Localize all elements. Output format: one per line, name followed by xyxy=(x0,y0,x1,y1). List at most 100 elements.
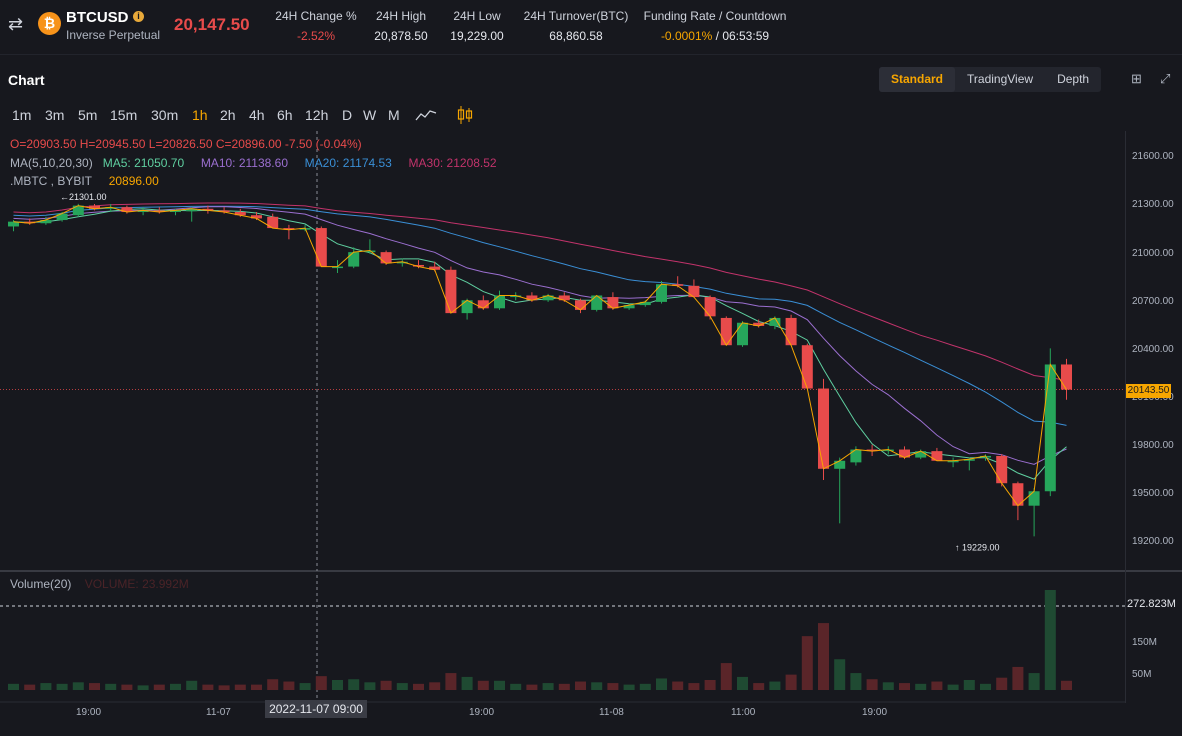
volume-bar xyxy=(607,683,619,690)
tab-tradingview[interactable]: TradingView xyxy=(967,72,1034,86)
candle-body xyxy=(656,284,667,302)
timeframe-2h[interactable]: 2h xyxy=(220,107,236,123)
timeframe-1h[interactable]: 1h xyxy=(192,107,208,123)
timeframe-15m[interactable]: 15m xyxy=(110,107,138,123)
volume-value: VOLUME: 23.992M xyxy=(84,577,189,591)
candle-body xyxy=(947,460,959,463)
ma-legend: MA(5,10,20,30) MA5: 21050.70 MA10: 21138… xyxy=(10,156,497,170)
volume-bar xyxy=(477,680,489,690)
volume-bar xyxy=(380,680,392,690)
candle-body xyxy=(672,284,684,286)
market-header: ⇄ ₿ BTCUSD i Inverse Perpetual 20,147.50… xyxy=(0,0,1182,55)
ma20-line xyxy=(13,205,1067,426)
candle-body xyxy=(769,317,781,326)
candle-body xyxy=(1012,483,1024,506)
candle-body xyxy=(234,212,246,216)
price-axis[interactable] xyxy=(1125,131,1182,703)
volume-bar xyxy=(461,676,473,690)
volume-bar xyxy=(882,682,894,690)
contract-type: Inverse Perpetual xyxy=(66,28,161,42)
candle-body xyxy=(186,208,198,212)
volume-bar xyxy=(429,682,441,690)
candle-body xyxy=(785,317,797,346)
volume-bar xyxy=(234,684,246,690)
candle-body xyxy=(639,301,651,306)
volume-bar xyxy=(850,673,862,690)
fullscreen-icon[interactable]: ⤢ xyxy=(1160,71,1171,86)
stat-label: 24H Change % xyxy=(275,9,357,23)
volume-bar xyxy=(737,676,748,690)
volume-bar xyxy=(153,684,165,690)
grid-layout-icon[interactable]: ⊞ xyxy=(1131,71,1142,86)
volume-bar xyxy=(963,680,975,690)
stat-24h-high: 24H High 20,878.50 xyxy=(366,9,436,43)
timeframe-30m[interactable]: 30m xyxy=(151,107,179,123)
timeframe-1m[interactable]: 1m xyxy=(12,107,32,123)
volume-bar xyxy=(720,663,732,690)
candlestick-icon[interactable] xyxy=(457,105,473,125)
bitcoin-icon: ₿ xyxy=(38,12,61,35)
candle-body xyxy=(623,305,635,309)
last-price: 20,147.50 xyxy=(174,15,250,34)
candle-body xyxy=(267,216,279,229)
price-axis-label: 19200.00 xyxy=(1132,536,1174,547)
volume-bar xyxy=(639,683,651,690)
stat-funding-rate: Funding Rate / Countdown -0.0001% / 06:5… xyxy=(640,9,790,43)
stat-24h-change: 24H Change % -2.52% xyxy=(272,9,360,43)
candle-body xyxy=(850,449,862,463)
timeframe-5m[interactable]: 5m xyxy=(78,107,98,123)
line-chart-icon[interactable] xyxy=(415,108,437,122)
volume-bar xyxy=(915,683,927,690)
low-price-marker: ↑ 19229.00 xyxy=(955,542,1000,552)
timeframe-3m[interactable]: 3m xyxy=(45,107,65,123)
candle-body xyxy=(283,228,295,230)
current-price-tag: 20143.50 xyxy=(1126,384,1171,398)
candle-body xyxy=(445,269,457,314)
candle-body xyxy=(558,295,570,301)
candle-body xyxy=(494,295,505,309)
stat-value: 20,878.50 xyxy=(374,29,428,43)
tab-standard[interactable]: Standard xyxy=(879,67,956,92)
candle-body xyxy=(56,213,68,221)
volume-bar xyxy=(753,683,765,690)
timeframe-4h[interactable]: 4h xyxy=(249,107,265,123)
swap-icon[interactable]: ⇄ xyxy=(8,14,24,34)
ma5-line xyxy=(13,208,1067,480)
timeframe-12h[interactable]: 12h xyxy=(305,107,329,123)
volume-bar xyxy=(299,683,311,690)
tab-depth[interactable]: Depth xyxy=(1057,72,1090,86)
candle-body xyxy=(931,451,943,461)
price-axis-label: 21600.00 xyxy=(1132,151,1174,162)
candle-body xyxy=(315,228,327,267)
countdown-value: / 06:53:59 xyxy=(715,29,770,43)
info-icon[interactable]: i xyxy=(133,11,144,22)
ma5-value: MA5: 21050.70 xyxy=(102,156,185,170)
volume-bar xyxy=(510,683,522,690)
volume-bar xyxy=(1028,673,1040,690)
volume-bar xyxy=(137,685,149,690)
candle-body xyxy=(818,388,829,469)
volume-bar xyxy=(526,684,538,690)
volume-bar xyxy=(1044,590,1056,690)
volume-bar xyxy=(105,683,117,690)
volume-bar xyxy=(1012,666,1024,690)
volume-bar xyxy=(1061,680,1072,690)
time-axis-label: 11:00 xyxy=(731,707,756,718)
candle-body xyxy=(542,295,554,301)
timeframe-w[interactable]: W xyxy=(363,107,377,123)
timeframe-6h[interactable]: 6h xyxy=(277,107,293,123)
funding-rate-value: -0.0001% xyxy=(660,29,713,43)
candle-body xyxy=(89,205,100,209)
candle-body xyxy=(170,210,181,213)
volume-bar xyxy=(348,679,360,690)
stat-24h-turnover: 24H Turnover(BTC) 68,860.58 xyxy=(520,9,632,43)
candle-body xyxy=(40,220,52,224)
candle-body xyxy=(866,449,878,452)
timeframe-m[interactable]: M xyxy=(388,107,400,123)
candlestick-chart[interactable]: ←21301.00 ↑ 19229.00 xyxy=(0,131,1182,736)
symbol-name[interactable]: BTCUSD xyxy=(66,9,129,26)
stat-label: 24H Low xyxy=(453,9,501,23)
stat-label: Funding Rate / Countdown xyxy=(643,9,787,23)
timeframe-d[interactable]: D xyxy=(342,107,353,123)
ma10-line xyxy=(13,206,1067,465)
